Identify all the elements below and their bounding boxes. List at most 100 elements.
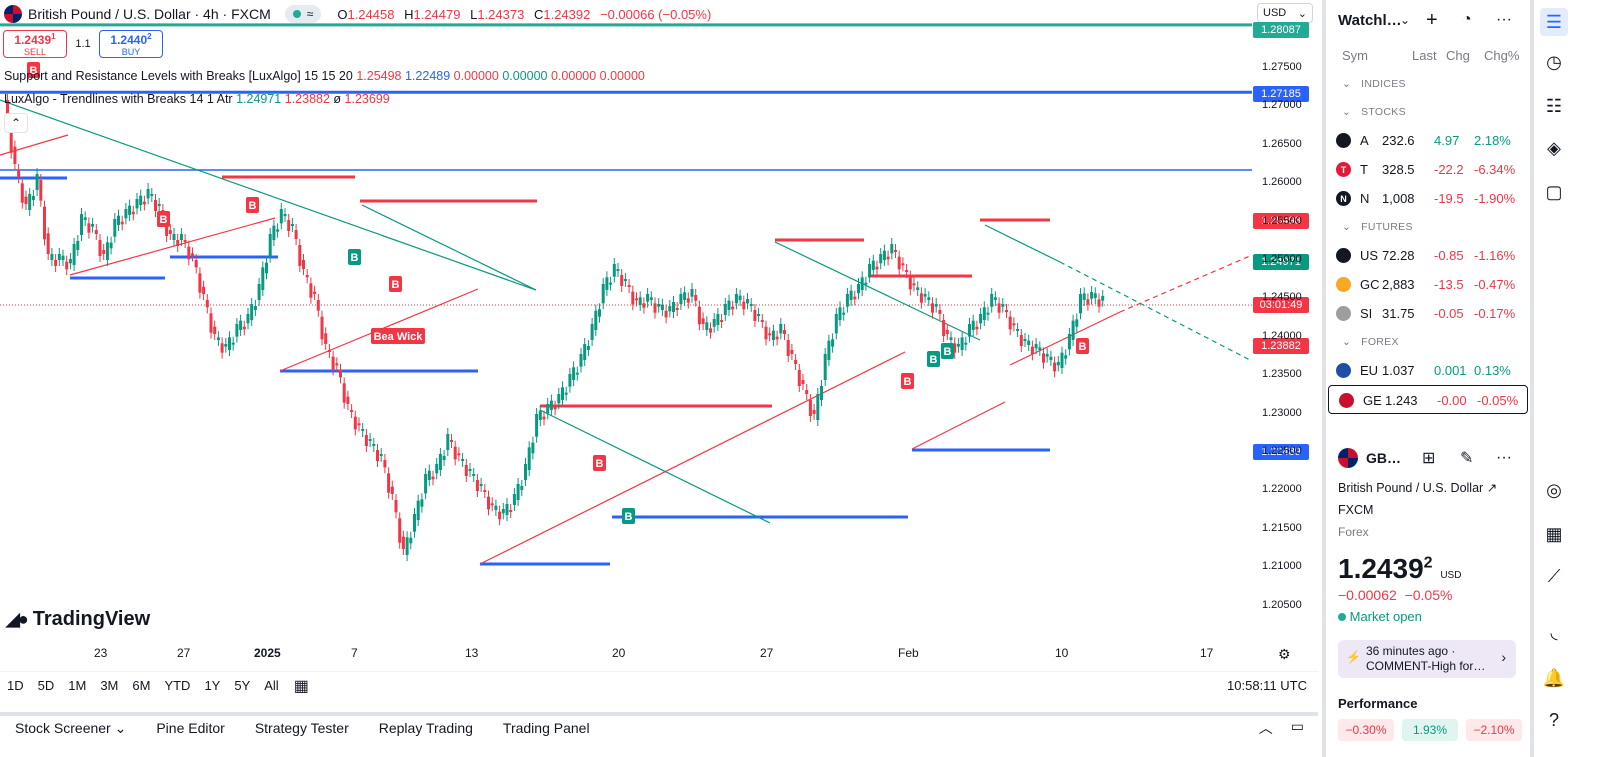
- signal-marker: [593, 455, 606, 471]
- add-symbol-icon[interactable]: +: [1426, 8, 1438, 31]
- range-1m[interactable]: 1M: [68, 678, 87, 693]
- candle-body: [213, 326, 217, 334]
- candle-body: [575, 372, 579, 375]
- section-stocks[interactable]: ⌄ STOCKS: [1342, 106, 1406, 118]
- range-all[interactable]: All: [264, 678, 279, 693]
- tab-trading-panel[interactable]: Trading Panel: [502, 720, 590, 736]
- more-icon[interactable]: ···: [1496, 449, 1512, 466]
- range-1y[interactable]: 1Y: [204, 678, 221, 693]
- news-card[interactable]: ⚡ 36 minutes ago · COMMENT-High for… ›: [1338, 640, 1516, 678]
- edit-note-icon[interactable]: ✎: [1460, 450, 1474, 467]
- price-tag: 03:01:49: [1253, 297, 1309, 313]
- candle-body: [54, 260, 58, 266]
- price-tag: 1.28087: [1253, 22, 1309, 38]
- candle-body: [320, 316, 324, 340]
- watchlist-sym: GE: [1363, 393, 1382, 408]
- collapse-panel-icon[interactable]: ︿: [1258, 720, 1273, 736]
- watchlist-last: 72.28: [1382, 248, 1415, 263]
- sell-button[interactable]: 1.24391 SELL: [3, 30, 67, 58]
- candle-body: [605, 277, 609, 290]
- chat-icon[interactable]: ▢: [1545, 181, 1563, 202]
- candle-body: [501, 509, 505, 514]
- calendar-grid-icon[interactable]: ▦: [1545, 523, 1563, 544]
- advanced-view-icon[interactable]: ◔: [1462, 11, 1472, 28]
- broadcast-icon[interactable]: ◟: [1550, 621, 1558, 642]
- candle-body: [771, 330, 775, 340]
- candle-body: [912, 283, 916, 286]
- buy-button[interactable]: 1.24402 BUY: [99, 30, 163, 58]
- clock[interactable]: 10:58:11 UTC: [1227, 678, 1307, 693]
- layers-icon[interactable]: ◈: [1547, 137, 1561, 158]
- chevron-down-icon: ⌄: [1342, 221, 1352, 233]
- calendar-icon[interactable]: ▦: [293, 677, 309, 695]
- candle-body: [91, 224, 95, 227]
- detail-symbol[interactable]: GB…: [1366, 450, 1401, 466]
- watchlist-row[interactable]: SI 31.75 -0.05 -0.17%: [1326, 299, 1530, 328]
- grid-layout-icon[interactable]: ⊞: [1422, 450, 1436, 467]
- watchlist-row[interactable]: T T 328.5 -22.2 -6.34%: [1326, 155, 1530, 184]
- section-futures[interactable]: ⌄ FUTURES: [1342, 221, 1413, 233]
- candle-body: [39, 180, 43, 201]
- candle-body: [253, 306, 257, 310]
- chart-area[interactable]: B B B B B B B B B B B Bea Wick British Pound / U.S.…: [0, 0, 1318, 735]
- tab-replay-trading[interactable]: Replay Trading: [378, 720, 473, 736]
- candle-body: [975, 326, 979, 330]
- collapse-legend-button[interactable]: ⌃: [4, 113, 28, 133]
- tab-strategy-tester[interactable]: Strategy Tester: [254, 720, 349, 736]
- help-icon[interactable]: ?: [1548, 709, 1559, 730]
- gbpusd-flag-icon: [4, 5, 22, 23]
- range-1d[interactable]: 1D: [7, 678, 24, 693]
- section-forex[interactable]: ⌄ FOREX: [1342, 336, 1399, 348]
- range-bar: 1D 5D 1M 3M 6M YTD 1Y 5Y All ▦ 10:58:11 UTC: [0, 671, 1318, 699]
- object-tree-icon[interactable]: ☷: [1545, 95, 1563, 116]
- status-dot-icon: [1338, 613, 1346, 621]
- candle-body: [697, 306, 701, 325]
- maximize-panel-icon[interactable]: ▭: [1290, 718, 1304, 734]
- watchlist-icon[interactable]: ☰: [1540, 8, 1568, 36]
- candle-body: [401, 536, 405, 549]
- chart-line-icon[interactable]: ⟋: [1547, 565, 1561, 586]
- bell-icon[interactable]: 🔔: [1542, 667, 1566, 688]
- candle-body: [498, 511, 502, 520]
- candle-body: [738, 295, 742, 300]
- candle-body: [1012, 323, 1016, 326]
- candle-body: [894, 250, 897, 252]
- watchlist-row[interactable]: EU 1.037 0.001 0.13%: [1326, 356, 1530, 385]
- watchlist-title[interactable]: Watchl…: [1338, 11, 1402, 29]
- candle-body: [98, 240, 102, 256]
- range-ytd[interactable]: YTD: [164, 678, 191, 693]
- range-3m[interactable]: 3M: [100, 678, 119, 693]
- tab-stock-screener[interactable]: Stock Screener ⌄: [15, 719, 127, 736]
- tab-pine-editor[interactable]: Pine Editor: [156, 720, 225, 736]
- candle-body: [157, 204, 161, 206]
- range-5y[interactable]: 5Y: [234, 678, 251, 693]
- watchlist-chgp: -1.16%: [1474, 248, 1516, 263]
- x-axis-label: 10: [1055, 646, 1069, 660]
- market-status-pill[interactable]: ≈: [284, 5, 322, 23]
- watchlist-row[interactable]: GC 2,883 -13.5 -0.47%: [1326, 270, 1530, 299]
- candle-body: [1034, 344, 1038, 349]
- candle-body: [805, 390, 809, 394]
- range-6m[interactable]: 6M: [132, 678, 151, 693]
- watchlist-row[interactable]: N N 1,008 -19.5 -1.90%: [1326, 184, 1530, 213]
- candle-body: [257, 284, 261, 300]
- alerts-clock-icon[interactable]: ◷: [1546, 51, 1562, 72]
- indicator-sr-levels[interactable]: Support and Resistance Levels with Break…: [4, 69, 645, 83]
- watchlist-row[interactable]: GE 1.243 -0.00 -0.05%: [1328, 385, 1528, 414]
- target-icon[interactable]: ◎: [1546, 479, 1562, 500]
- chevron-down-icon[interactable]: ⌄: [1400, 13, 1411, 27]
- more-icon[interactable]: ···: [1496, 11, 1512, 28]
- watchlist-row[interactable]: US 72.28 -0.85 -1.16%: [1326, 241, 1530, 270]
- candle-body: [309, 283, 313, 298]
- symbol-title[interactable]: British Pound / U.S. Dollar · 4h · FXCM: [28, 6, 271, 22]
- x-axis-label: 17: [1200, 646, 1214, 660]
- watchlist-chgp: -1.90%: [1474, 191, 1516, 206]
- chart-settings-gear-icon[interactable]: ⚙: [1278, 646, 1291, 662]
- section-indices[interactable]: ⌄ INDICES: [1342, 78, 1406, 90]
- indicator-trendlines[interactable]: LuxAlgo - Trendlines with Breaks 14 1 At…: [4, 92, 390, 106]
- range-5d[interactable]: 5D: [37, 678, 55, 693]
- watchlist-row[interactable]: A 232.6 4.97 2.18%: [1326, 126, 1530, 155]
- currency-select[interactable]: USD ⌄: [1257, 3, 1313, 23]
- detail-name[interactable]: British Pound / U.S. Dollar ↗: [1338, 481, 1498, 495]
